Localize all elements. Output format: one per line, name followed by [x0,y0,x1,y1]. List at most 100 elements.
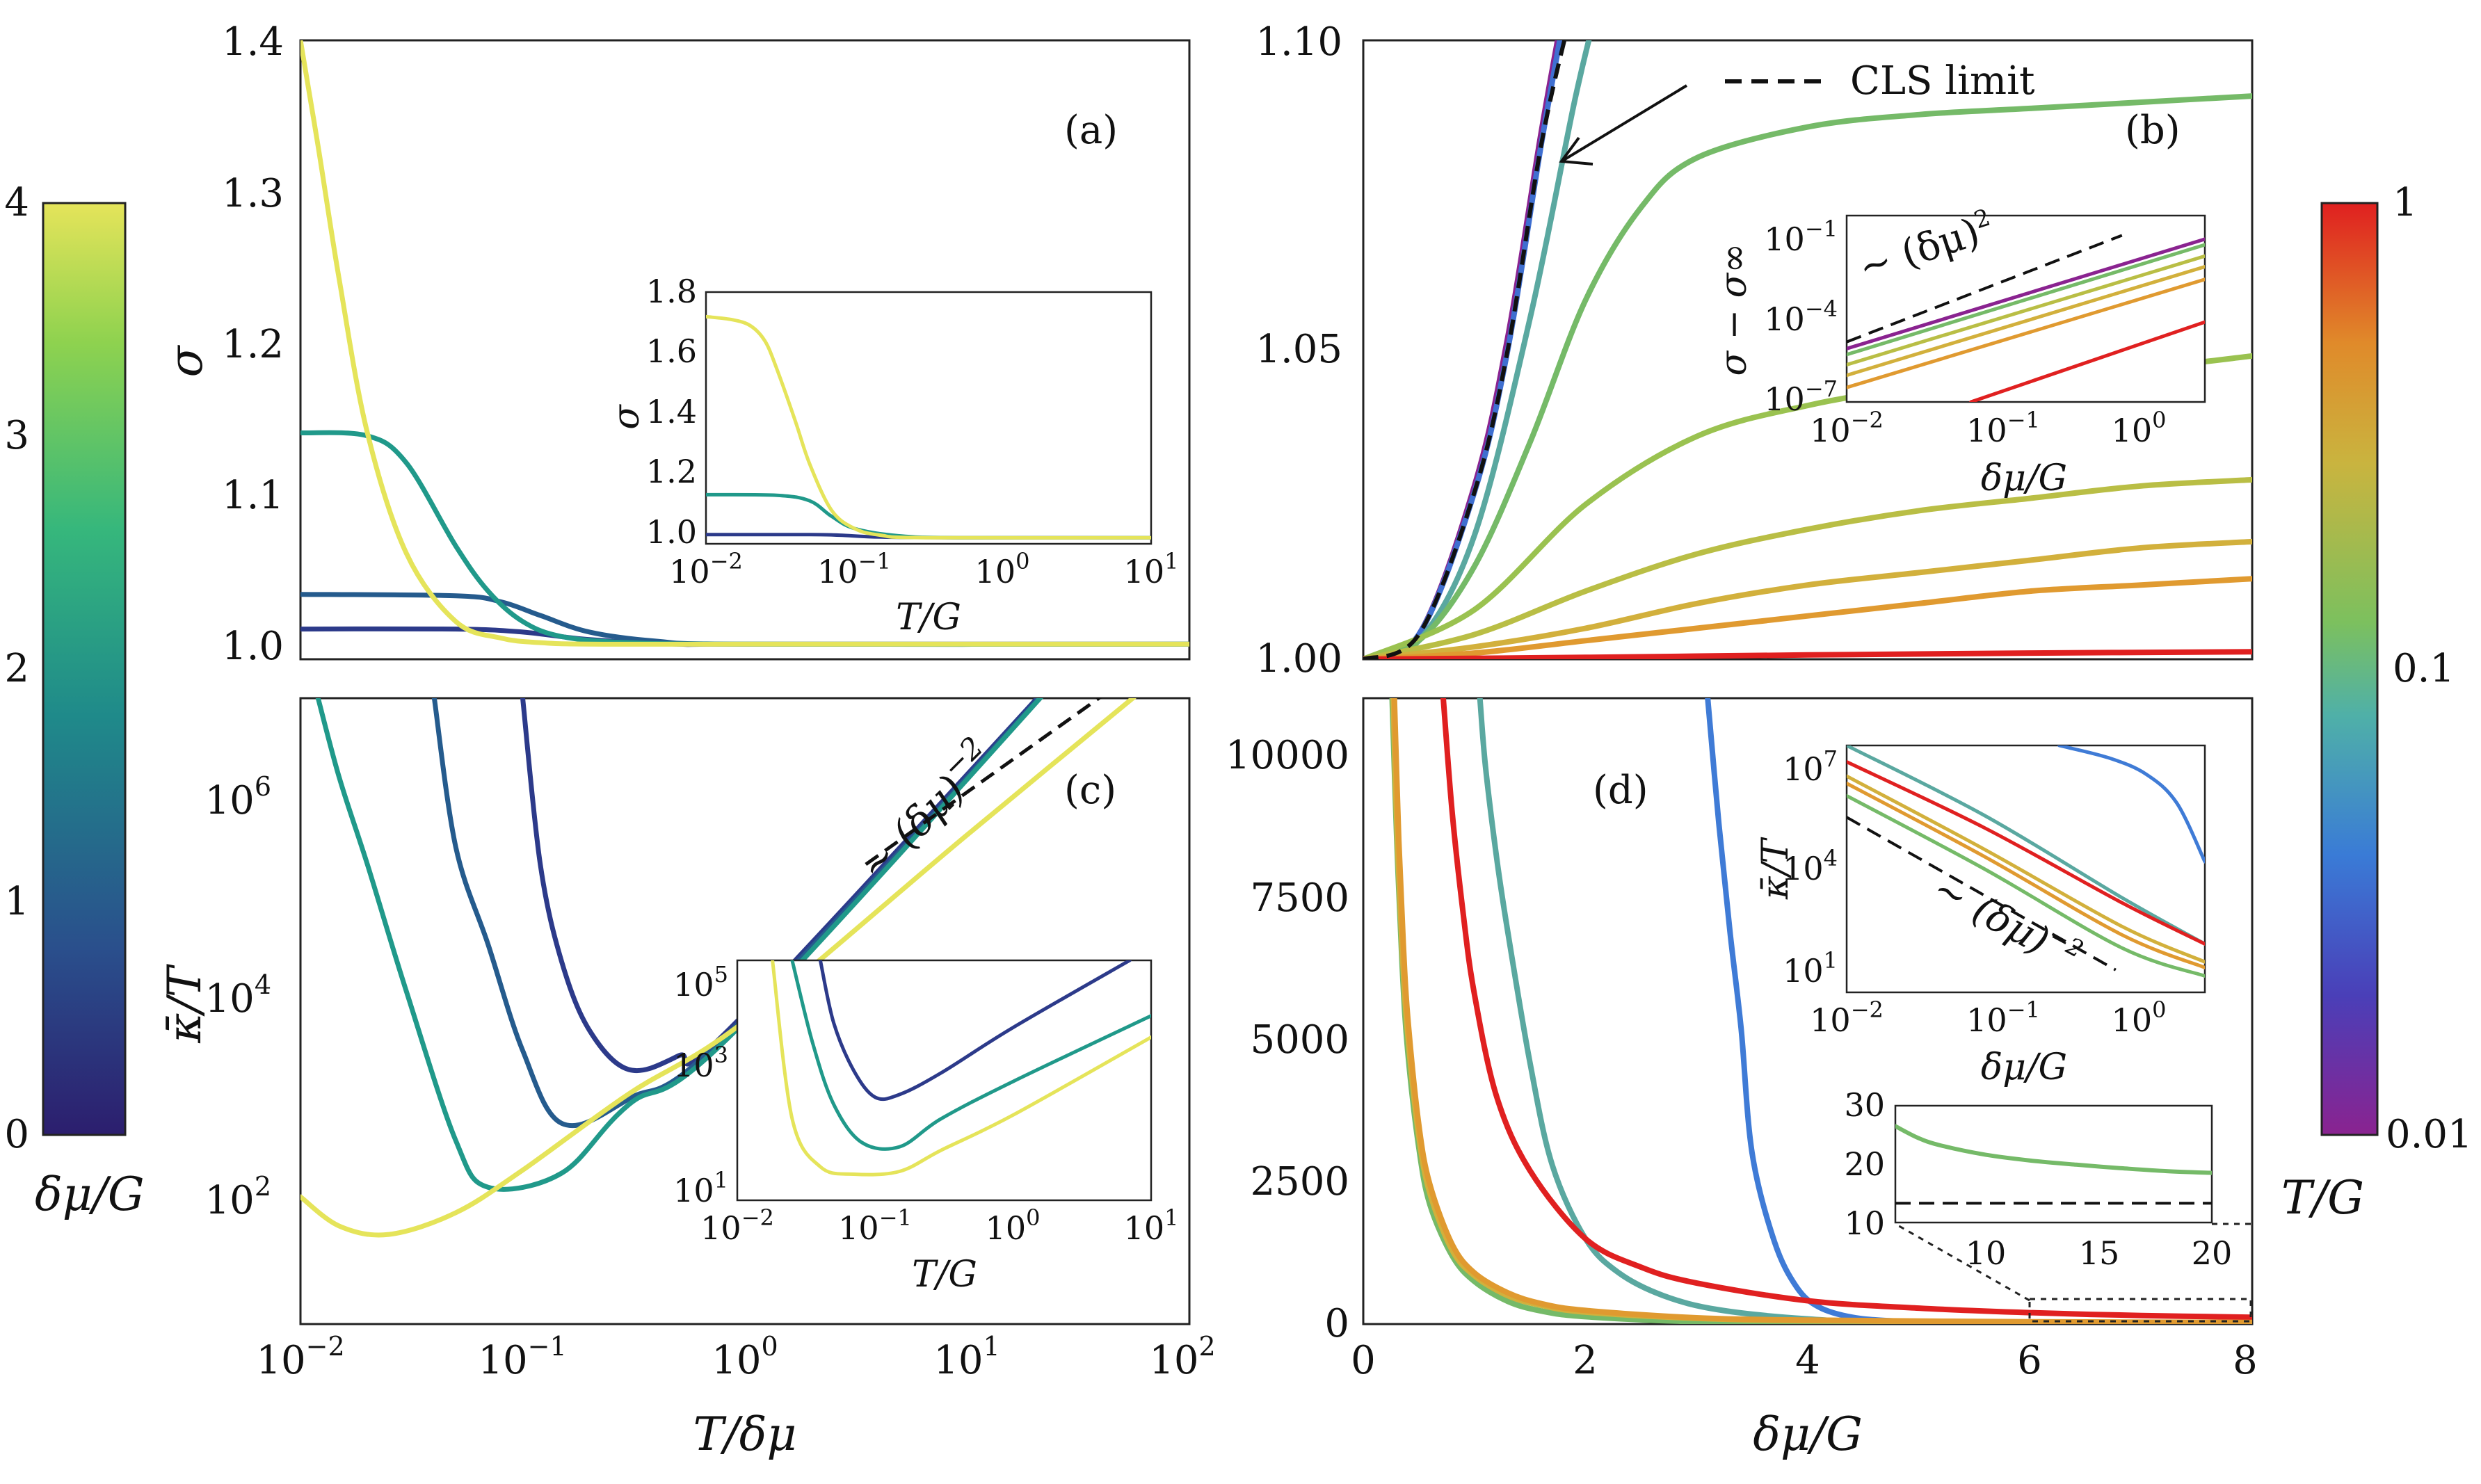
panel-c-inset-ytick: 103 [673,1042,728,1084]
colorbar-right-label: T/G [2281,1171,2364,1225]
panel-a-ytick: 1.3 [222,171,284,216]
panel-a-series [300,40,1189,647]
colorbar-left-tick-4: 4 [4,180,29,225]
panel-c-inset: 105 103 101 10−2 10−1 100 101 T/G [673,959,1179,1296]
panel-c-inset-xtick: 10−2 [700,1204,774,1247]
colorbar-left-tick-3: 3 [4,413,29,458]
panel-a-inset-xtick: 101 [1124,548,1179,590]
panel-c-inset-xtick: 10−1 [838,1204,912,1247]
colorbar-right-tick-1: 1 [2393,180,2418,225]
panel-c-xtick: 10−1 [478,1331,566,1383]
panel-c-ytick: 102 [205,1171,271,1223]
panel-d-inset-top: 107 104 101 10−2 10−1 100 δμ/G κ̄/T ∼ (δ… [1755,744,2206,1088]
panel-d-inset-top-ytick: 101 [1783,947,1838,990]
panel-c-xtick: 100 [712,1331,778,1383]
series-line-b_inset-3 [1847,265,2205,378]
panel-d-xtick: 4 [1795,1338,1820,1383]
reference-dashed-line-b [1363,40,1567,659]
panel-d-inset-top-xtick: 100 [2112,997,2167,1039]
panel-d-ytick: 2500 [1250,1159,1349,1204]
panel-d-inset-bottom-xtick: 15 [2079,1234,2120,1272]
panel-a-label: (a) [1064,108,1118,153]
panel-c-xtick: 101 [933,1331,999,1383]
panel-a-ytick: 1.4 [222,19,284,65]
series-line-c_inset-1 [790,960,1151,1151]
series-line-d_inset_bottom-0 [1895,1124,2212,1175]
series-line-d_inset_top-3 [1847,774,2205,964]
colorbar-right-tick-0.01: 0.01 [2386,1112,2473,1157]
panel-d-ytick: 5000 [1250,1017,1349,1063]
cls-arrow [1560,84,1688,163]
panel-b-inset-ylabel: σ − σ∞ [1713,243,1755,376]
panel-a-inset-ytick: 1.4 [646,393,697,430]
series-line-b_inset-4 [1847,277,2205,389]
panel-d-label: (d) [1593,768,1648,813]
panel-b-inset-xlabel: δμ/G [1981,458,2067,499]
panel-a-inset-ytick: 1.8 [646,273,697,310]
colorbar-right-bar [2320,202,2379,1136]
panel-d-inset-top-frame [1845,744,2206,994]
panel-d-inset-bottom: 30 20 10 10 15 20 [1844,1086,2252,1323]
panel-b-inset-xtick: 10−2 [1810,407,1884,449]
panel-c-ytick: 106 [205,771,271,823]
panel-d-ytick: 10000 [1226,733,1349,778]
colorbar-left: 4 3 2 1 0 δμ/G [4,180,144,1221]
panel-c-xtick: 10−2 [256,1331,344,1383]
panel-c-inset-series [771,960,1151,1177]
panel-b-frame [1362,39,2254,661]
reference-dashed-line-b_inset [1847,234,2123,344]
series-line-d_inset_top-2 [1847,760,2205,946]
panel-c-label: (c) [1064,768,1116,813]
panel-c-inset-frame [736,959,1153,1202]
series-line-b-5 [1363,476,2252,659]
panel-b-inset-ytick: 10−1 [1764,216,1838,258]
series-line-b-8 [1363,649,2252,659]
series-line-c-3 [300,698,1137,1238]
series-line-c_inset-2 [771,960,1151,1177]
panel-b-label: (b) [2125,108,2181,153]
panel-d-inset-top-xtick: 10−1 [1966,997,2040,1039]
series-line-b_inset-1 [1847,243,2205,357]
panel-a-inset-xtick: 10−2 [669,548,743,590]
panel-a-inset-ytick: 1.0 [646,513,697,551]
panel-a-inset-ylabel: σ [606,404,648,430]
panel-d-inset-top-xlabel: δμ/G [1981,1047,2067,1088]
panel-d-inset-top-ytick: 107 [1783,745,1838,788]
panel-d-inset-top-series [1847,745,2205,978]
colorbar-left-tick-1: 1 [4,879,29,924]
panel-b-inset-xtick: 100 [2112,407,2167,449]
series-line-b_inset-2 [1847,254,2205,366]
series-line-b-7 [1363,576,2252,659]
panel-c-inset-xtick: 101 [1124,1204,1179,1247]
panel-a-inset-ytick: 1.2 [646,453,697,490]
panel-a-inset-xtick: 100 [975,548,1030,590]
panel-a-inset-ytick: 1.6 [646,332,697,370]
panel-d-ytick: 7500 [1250,876,1349,921]
panel-a-inset: 1.8 1.6 1.4 1.2 1.0 10−2 10−1 100 101 T/… [606,273,1178,638]
panel-d-inset-bottom-series [1895,1124,2212,1205]
panel-a-yticks: 1.4 1.3 1.2 1.1 1.0 [222,19,284,669]
panel-c-frame [299,697,1191,1325]
panel-d-inset-bottom-ytick: 20 [1844,1145,1885,1183]
panel-c-xtick: 102 [1149,1331,1215,1383]
series-line-b-6 [1363,538,2252,659]
series-line-a_inset-2 [706,314,1151,540]
series-line-b_inset-0 [1847,237,2205,350]
panel-c-xlabel: T/δμ [693,1408,797,1461]
colorbar-right: 1 0.1 0.01 T/G [2281,180,2473,1225]
panel-b-series [1363,40,2252,659]
colorbar-left-ticks: 4 3 2 1 0 [4,180,29,1157]
panel-d-series [1389,698,2252,1324]
colorbar-right-tick-0.1: 0.1 [2393,646,2455,691]
panel-d-inset-bottom-xtick: 10 [1966,1234,2007,1272]
panel-a-ytick: 1.1 [222,473,284,518]
panel-b-legend: CLS limit [1559,58,2035,166]
panel-a-ytick: 1.2 [222,322,284,367]
panel-d-inset-top-ylabel: κ̄/T [1755,837,1797,901]
panel-b-inset-xtick: 10−1 [1966,407,2040,449]
panel-a-inset-xtick: 10−1 [817,548,891,590]
panel-b-inset-series [1847,234,2205,402]
panel-a-ylabel: σ [159,345,213,378]
panel-d-inset-top-xtick: 10−2 [1810,997,1884,1039]
